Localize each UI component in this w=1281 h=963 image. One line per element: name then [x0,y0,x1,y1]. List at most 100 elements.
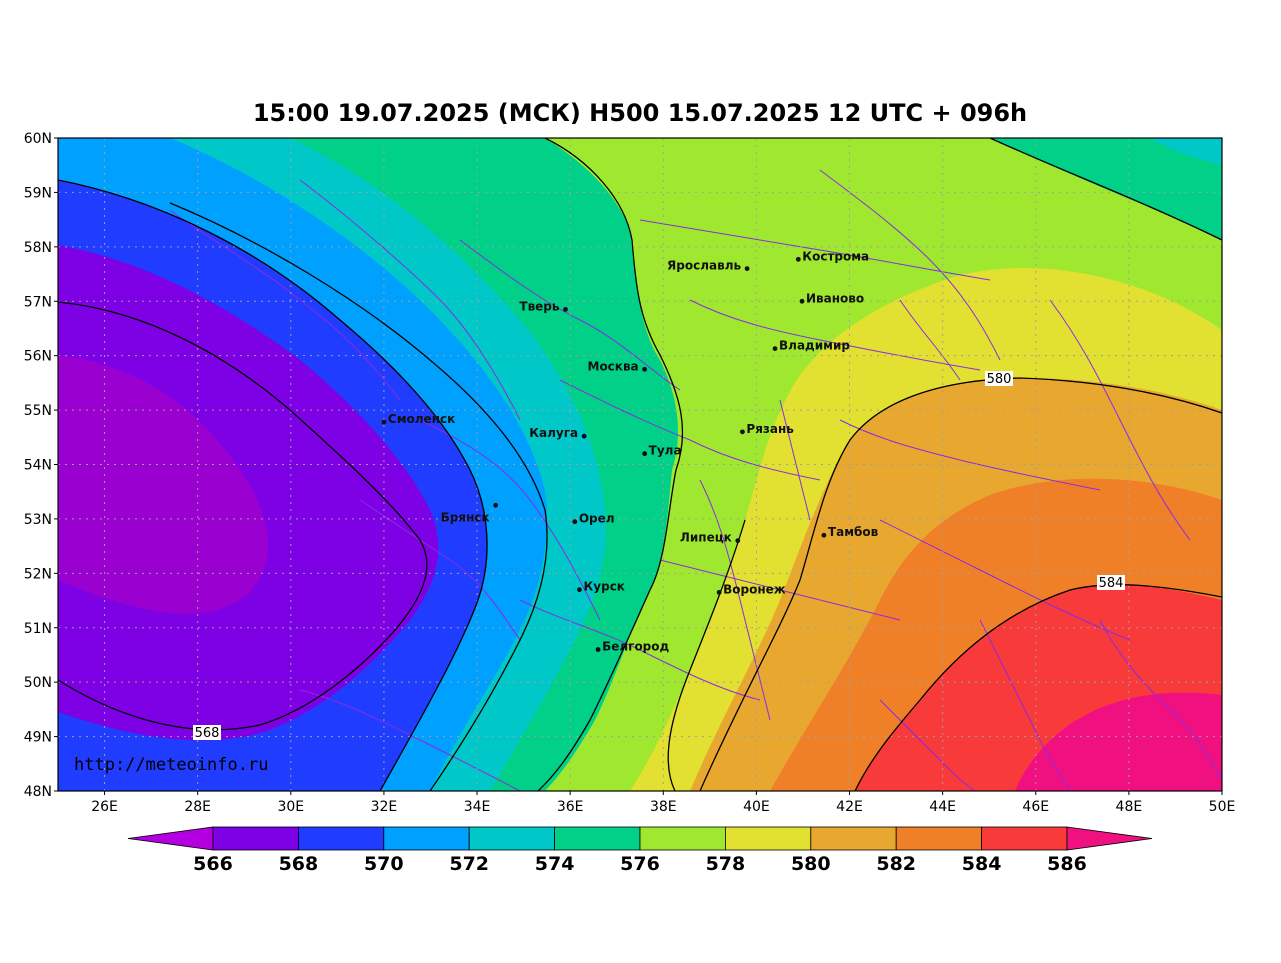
city-label: Москва [588,359,639,373]
contour-label-584: 584 [1099,576,1124,591]
city-label: Курск [583,580,624,594]
city-dot [772,346,778,351]
latitude-tick-label: 49N [24,730,52,746]
map-field: 580 584 568 Кострома Ярославль Иваново Твер… [58,138,1222,791]
city-marker: Смоленск [381,412,455,426]
field-572-northeast [1150,138,1222,165]
city-dot [744,266,750,271]
colorbar-level-label: 570 [364,853,404,875]
city-label: Рязань [746,422,794,436]
credit-url: http://meteoinfo.ru [74,755,268,775]
city-label: Брянск [441,510,490,524]
contour-value-labels: 580 584 568 [193,371,1125,741]
city-dot [795,256,801,262]
city-dot [642,366,648,372]
city-dot [572,519,578,525]
city-marker: Ярославль [667,259,750,273]
colorbar-level-label: 572 [449,853,489,875]
colorbar-segment [297,826,385,851]
city-marker: Тамбов [821,525,879,539]
city-marker: Тверь [519,299,568,313]
city-label: Орел [579,512,615,526]
contour-label-568: 568 [195,726,220,741]
colorbar-low-extend [127,826,214,851]
longitude-tick-label: 36E [557,799,584,815]
latitude-ticks: 60N 59N 58N 57N 56N 55N 54N 53N 52N 51N 50N 49N 48N [24,131,58,800]
longitude-tick-label: 42E [836,799,863,815]
latitude-tick-label: 50N [24,675,52,691]
colorbar-level-label: 574 [535,853,575,875]
longitude-tick-label: 44E [929,799,956,815]
city-label: Иваново [806,291,864,305]
colorbar-level-label: 578 [706,853,746,875]
graticule [58,138,1222,791]
administrative-borders [169,169,1222,791]
colorbar-segment [895,826,983,851]
city-dot [716,589,722,595]
contour-572 [169,202,548,791]
city-marker: Иваново [799,291,864,305]
city-markers: Кострома Ярославль Иваново Тверь Владимир Мос… [381,249,879,654]
latitude-tick-label: 54N [24,458,52,474]
colorbar-level-label: 580 [791,853,831,875]
longitude-tick-label: 34E [464,799,491,815]
contour-576 [989,138,1222,241]
colorbar-segment [981,826,1068,851]
colorbar: 566 568 570 572 574 576 578 580 582 584 586 [127,826,1153,875]
longitude-tick-label: 48E [1116,799,1143,815]
city-dot [642,451,648,457]
colorbar-level-label: 582 [876,853,916,875]
colorbar-segment [554,826,641,851]
city-marker: Москва [588,359,648,373]
latitude-tick-label: 55N [24,403,52,419]
latitude-tick-label: 53N [24,512,52,528]
longitude-tick-label: 38E [650,799,677,815]
city-label: Белгород [602,640,669,654]
colorbar-segment [639,826,726,851]
longitude-tick-label: 40E [743,799,770,815]
city-marker: Владимир [772,339,850,353]
colorbar-segment [383,826,470,851]
colorbar-segment [212,826,299,851]
contour-lines [58,138,1222,791]
latitude-tick-label: 60N [24,131,52,147]
city-dot [740,429,745,435]
city-label: Тверь [519,299,560,313]
colorbar-level-label: 566 [193,853,233,875]
city-label: Владимир [779,339,850,353]
longitude-tick-label: 46E [1022,799,1049,815]
colorbar-level-label: 584 [962,853,1002,875]
city-dot [381,419,387,425]
longitude-tick-label: 26E [91,799,118,815]
colorbar-segment [468,826,556,851]
latitude-tick-label: 58N [24,240,52,256]
city-dot [577,587,582,593]
city-label: Ярославль [667,259,741,273]
contour-568 [58,301,428,731]
latitude-tick-label: 52N [24,566,52,582]
city-dot [799,298,805,304]
contour-574 [537,138,684,791]
city-marker: Воронеж [716,582,786,596]
colorbar-level-label: 576 [620,853,660,875]
city-marker: Калуга [529,426,587,440]
city-marker: Белгород [595,640,670,654]
city-label: Смоленск [388,412,455,426]
longitude-tick-label: 30E [277,799,304,815]
city-dot [493,502,499,508]
contour-580 [699,377,1222,791]
field-above-586 [1015,692,1222,791]
contour-578 [667,519,746,791]
colorbar-segment [725,826,812,851]
contour-570 [58,179,488,791]
city-marker: Курск [577,580,625,594]
city-label: Липецк [680,531,732,545]
colorbar-high-extend [1066,826,1153,851]
contour-label-580: 580 [987,372,1012,387]
city-marker: Орел [572,512,615,526]
longitude-ticks: 26E 28E 30E 32E 34E 36E 38E 40E 42E 44E 46E 48E 50E [91,791,1235,815]
city-marker: Кострома [795,249,869,263]
latitude-tick-label: 51N [24,621,52,637]
colorbar-segment [810,826,897,851]
